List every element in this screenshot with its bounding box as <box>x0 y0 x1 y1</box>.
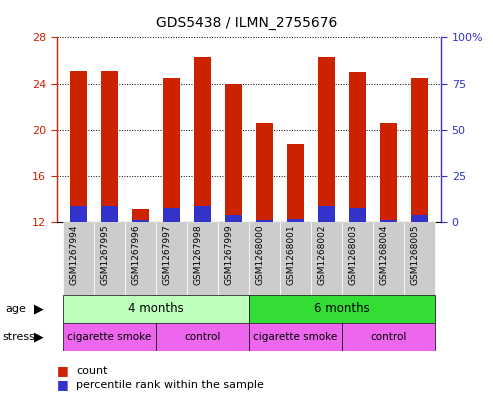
Text: control: control <box>184 332 221 342</box>
Text: 4 months: 4 months <box>128 302 184 316</box>
Bar <box>101 206 118 222</box>
Bar <box>256 123 273 222</box>
Bar <box>101 71 118 222</box>
Text: GSM1268000: GSM1268000 <box>255 224 264 285</box>
Bar <box>125 222 156 295</box>
Text: GSM1267998: GSM1267998 <box>193 224 203 285</box>
Text: GSM1268004: GSM1268004 <box>380 224 388 285</box>
Bar <box>411 215 428 222</box>
Bar <box>249 295 435 323</box>
Text: GSM1267994: GSM1267994 <box>70 224 78 285</box>
Text: stress: stress <box>2 332 35 342</box>
Bar <box>156 323 249 351</box>
Text: GSM1268005: GSM1268005 <box>411 224 420 285</box>
Text: count: count <box>76 366 108 376</box>
Text: GSM1267996: GSM1267996 <box>132 224 141 285</box>
Bar <box>156 222 187 295</box>
Text: cigarette smoke: cigarette smoke <box>253 332 338 342</box>
Bar <box>349 208 366 222</box>
Bar <box>225 215 242 222</box>
Bar <box>287 219 304 222</box>
Bar <box>225 83 242 222</box>
Bar <box>218 222 249 295</box>
Bar <box>63 222 94 295</box>
Text: GSM1267999: GSM1267999 <box>224 224 234 285</box>
Bar <box>318 206 335 222</box>
Bar <box>70 206 87 222</box>
Bar <box>94 222 125 295</box>
Bar <box>256 220 273 222</box>
Bar <box>63 323 156 351</box>
Bar <box>404 222 435 295</box>
Bar <box>187 222 218 295</box>
Text: GSM1268003: GSM1268003 <box>349 224 357 285</box>
Bar <box>249 323 342 351</box>
Bar <box>280 222 311 295</box>
Text: ▶: ▶ <box>34 302 43 316</box>
Bar <box>163 208 180 222</box>
Bar <box>163 78 180 222</box>
Bar <box>349 72 366 222</box>
Bar <box>194 57 211 222</box>
Text: cigarette smoke: cigarette smoke <box>67 332 151 342</box>
Bar <box>287 143 304 222</box>
Bar <box>132 220 149 222</box>
Text: percentile rank within the sample: percentile rank within the sample <box>76 380 264 390</box>
Bar <box>318 57 335 222</box>
Text: age: age <box>5 304 26 314</box>
Text: GSM1268001: GSM1268001 <box>286 224 295 285</box>
Bar <box>411 78 428 222</box>
Bar <box>373 222 404 295</box>
Text: GSM1267997: GSM1267997 <box>162 224 172 285</box>
Bar <box>380 220 397 222</box>
Bar <box>132 209 149 222</box>
Bar <box>311 222 342 295</box>
Bar <box>194 206 211 222</box>
Text: control: control <box>370 332 407 342</box>
Text: ■: ■ <box>57 364 69 378</box>
Bar <box>70 71 87 222</box>
Text: GSM1268002: GSM1268002 <box>317 224 326 285</box>
Text: ▶: ▶ <box>34 331 43 344</box>
Text: GSM1267995: GSM1267995 <box>101 224 109 285</box>
Bar <box>249 222 280 295</box>
Text: 6 months: 6 months <box>314 302 370 316</box>
Bar <box>380 123 397 222</box>
Bar <box>342 323 435 351</box>
Text: ■: ■ <box>57 378 69 391</box>
Text: GDS5438 / ILMN_2755676: GDS5438 / ILMN_2755676 <box>156 16 337 30</box>
Bar <box>342 222 373 295</box>
Bar <box>63 295 249 323</box>
